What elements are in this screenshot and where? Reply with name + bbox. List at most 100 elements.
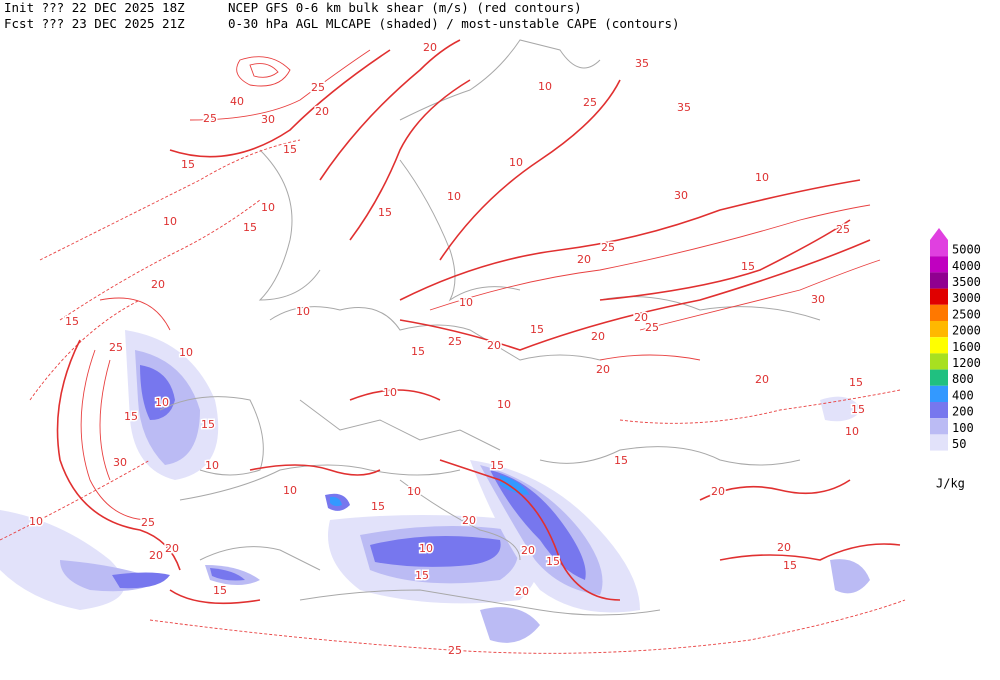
legend-swatch bbox=[930, 434, 948, 451]
legend-swatch bbox=[930, 288, 948, 305]
contour-label: 15 bbox=[783, 559, 797, 572]
legend-swatch bbox=[930, 321, 948, 338]
contour-label: 20 bbox=[462, 514, 476, 527]
contour-label: 20 bbox=[711, 485, 725, 498]
contour-label: 15 bbox=[490, 459, 504, 472]
contour-label: 30 bbox=[113, 456, 127, 469]
contour-label: 10 bbox=[155, 396, 169, 409]
contour-label: 20 bbox=[634, 311, 648, 324]
contour-label: 20 bbox=[515, 585, 529, 598]
contour-label: 20 bbox=[487, 339, 501, 352]
legend-label: 50 bbox=[952, 437, 966, 451]
legend-swatch bbox=[930, 369, 948, 386]
contour-label: 20 bbox=[521, 544, 535, 557]
contour-label: 10 bbox=[296, 305, 310, 318]
legend-swatch bbox=[930, 337, 948, 354]
legend-label: 800 bbox=[952, 372, 974, 386]
legend-arrow bbox=[930, 228, 948, 240]
contour-label: 10 bbox=[419, 542, 433, 555]
contour-label: 10 bbox=[497, 398, 511, 411]
cape-shading bbox=[0, 330, 870, 643]
contour-label: 10 bbox=[509, 156, 523, 169]
contour-label: 20 bbox=[755, 373, 769, 386]
contour-label: 10 bbox=[407, 485, 421, 498]
legend-swatch bbox=[930, 272, 948, 289]
legend-swatch bbox=[930, 240, 948, 257]
contour-label: 25 bbox=[141, 516, 155, 529]
contour-label: 25 bbox=[645, 321, 659, 334]
contour-label: 40 bbox=[230, 95, 244, 108]
contour-label: 20 bbox=[777, 541, 791, 554]
contour-label: 15 bbox=[378, 206, 392, 219]
legend-label: 4000 bbox=[952, 259, 981, 273]
legend-label: 200 bbox=[952, 405, 974, 419]
legend-label: 1600 bbox=[952, 340, 981, 354]
contour-label: 10 bbox=[755, 171, 769, 184]
contour-label: 30 bbox=[811, 293, 825, 306]
contour-label: 10 bbox=[205, 459, 219, 472]
contour-label: 10 bbox=[383, 386, 397, 399]
contour-label: 20 bbox=[596, 363, 610, 376]
init-time: Init ??? 22 DEC 2025 18Z bbox=[4, 0, 185, 15]
title-line-2: 0-30 hPa AGL MLCAPE (shaded) / most-unst… bbox=[228, 16, 680, 31]
contour-label: 30 bbox=[261, 113, 275, 126]
contour-label: 20 bbox=[591, 330, 605, 343]
contour-label: 15 bbox=[741, 260, 755, 273]
contour-label: 25 bbox=[311, 81, 325, 94]
legend-label: 3500 bbox=[952, 275, 981, 289]
contour-label: 20 bbox=[423, 41, 437, 54]
contour-label: 15 bbox=[243, 221, 257, 234]
legend-unit: J/kg bbox=[936, 477, 965, 491]
contour-label: 15 bbox=[530, 323, 544, 336]
contour-label: 35 bbox=[635, 57, 649, 70]
legend-label: 400 bbox=[952, 388, 974, 402]
legend-swatch bbox=[930, 402, 948, 419]
contour-label: 20 bbox=[149, 549, 163, 562]
contour-label: 20 bbox=[165, 542, 179, 555]
contour-label: 15 bbox=[283, 143, 297, 156]
contour-label: 15 bbox=[614, 454, 628, 467]
contour-label: 15 bbox=[213, 584, 227, 597]
contour-label: 15 bbox=[181, 158, 195, 171]
contour-label: 15 bbox=[546, 555, 560, 568]
legend-label: 2500 bbox=[952, 307, 981, 321]
legend-swatch bbox=[930, 256, 948, 273]
contour-label: 10 bbox=[283, 484, 297, 497]
contour-label: 25 bbox=[836, 223, 850, 236]
contour-label: 25 bbox=[448, 335, 462, 348]
contour-label: 15 bbox=[201, 418, 215, 431]
contour-label: 25 bbox=[109, 341, 123, 354]
contour-label: 20 bbox=[577, 253, 591, 266]
contour-label: 10 bbox=[29, 515, 43, 528]
contour-label: 15 bbox=[65, 315, 79, 328]
contour-label: 15 bbox=[411, 345, 425, 358]
contour-label: 30 bbox=[674, 189, 688, 202]
contour-label: 25 bbox=[583, 96, 597, 109]
contour-label: 15 bbox=[124, 410, 138, 423]
contour-label: 10 bbox=[447, 190, 461, 203]
legend-label: 3000 bbox=[952, 291, 981, 305]
contour-label: 25 bbox=[601, 241, 615, 254]
contour-label: 10 bbox=[261, 201, 275, 214]
contour-label: 15 bbox=[851, 403, 865, 416]
contour-label: 20 bbox=[315, 105, 329, 118]
contour-label: 20 bbox=[151, 278, 165, 291]
contour-label: 10 bbox=[538, 80, 552, 93]
legend-swatch bbox=[930, 385, 948, 402]
contour-label: 10 bbox=[845, 425, 859, 438]
contour-label: 10 bbox=[179, 346, 193, 359]
contour-label: 15 bbox=[415, 569, 429, 582]
contour-label: 35 bbox=[677, 101, 691, 114]
contour-label: 25 bbox=[203, 112, 217, 125]
legend-label: 5000 bbox=[952, 243, 981, 257]
contour-label: 10 bbox=[163, 215, 177, 228]
contour-label: 10 bbox=[459, 296, 473, 309]
contour-label: 15 bbox=[849, 376, 863, 389]
shear-contours bbox=[0, 39, 906, 654]
legend: J/kg 5000 4000 3500 3000 2500 2000 1600 1200 800… bbox=[930, 228, 981, 491]
legend-swatch bbox=[930, 418, 948, 435]
contour-label: 25 bbox=[448, 644, 462, 657]
